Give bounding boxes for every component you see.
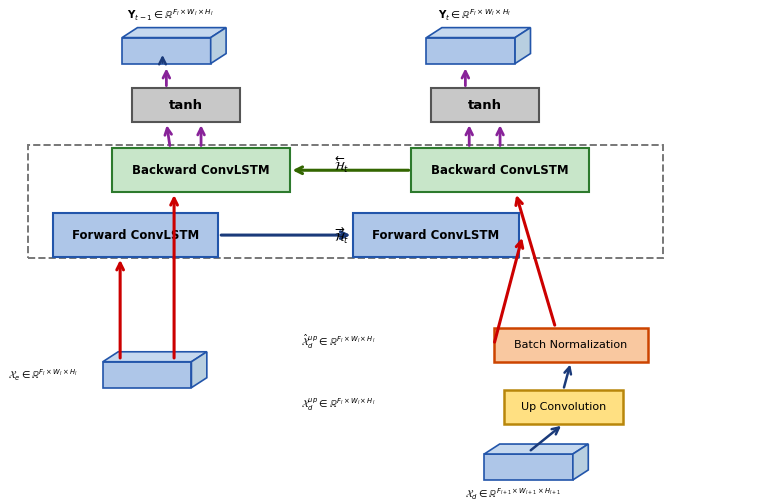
Polygon shape	[122, 38, 211, 64]
FancyBboxPatch shape	[132, 89, 239, 122]
Text: $\mathcal{X}_e \in \mathbb{R}^{F_l \times W_l \times H_l}$: $\mathcal{X}_e \in \mathbb{R}^{F_l \time…	[8, 367, 78, 383]
Text: $\overleftarrow{\mathcal{H}}_t$: $\overleftarrow{\mathcal{H}}_t$	[334, 154, 349, 174]
Text: Batch Normalization: Batch Normalization	[514, 340, 628, 350]
Polygon shape	[573, 444, 588, 480]
Text: Forward ConvLSTM: Forward ConvLSTM	[72, 229, 199, 241]
Text: $\mathcal{X}_d \in \mathbb{R}^{F_{l+1} \times W_{l+1} \times H_{l+1}}$: $\mathcal{X}_d \in \mathbb{R}^{F_{l+1} \…	[465, 486, 561, 502]
FancyBboxPatch shape	[494, 328, 648, 362]
FancyBboxPatch shape	[431, 89, 539, 122]
Polygon shape	[426, 28, 530, 38]
Polygon shape	[426, 38, 515, 64]
Text: Backward ConvLSTM: Backward ConvLSTM	[432, 164, 569, 177]
FancyBboxPatch shape	[503, 390, 623, 424]
FancyBboxPatch shape	[354, 213, 519, 257]
Text: Up Convolution: Up Convolution	[520, 402, 606, 412]
FancyBboxPatch shape	[411, 148, 589, 192]
Text: $\hat{\mathcal{X}}_d^{up} \in \mathbb{R}^{F_l \times W_l \times H_l}$: $\hat{\mathcal{X}}_d^{up} \in \mathbb{R}…	[301, 333, 376, 351]
Text: tanh: tanh	[168, 99, 202, 112]
Polygon shape	[122, 28, 226, 38]
Polygon shape	[484, 444, 588, 454]
Polygon shape	[103, 362, 191, 388]
FancyBboxPatch shape	[113, 148, 290, 192]
Polygon shape	[211, 28, 226, 64]
Text: Forward ConvLSTM: Forward ConvLSTM	[372, 229, 499, 241]
Text: $\overrightarrow{\mathcal{H}}_t$: $\overrightarrow{\mathcal{H}}_t$	[334, 226, 349, 246]
Polygon shape	[103, 352, 207, 362]
FancyBboxPatch shape	[52, 213, 218, 257]
Text: Backward ConvLSTM: Backward ConvLSTM	[132, 164, 270, 177]
Polygon shape	[484, 454, 573, 480]
Polygon shape	[515, 28, 530, 64]
Text: $\mathbf{Y}_{t} \in \mathbb{R}^{F_l \times W_l \times H_l}$: $\mathbf{Y}_{t} \in \mathbb{R}^{F_l \tim…	[438, 8, 511, 24]
Text: $\mathbf{Y}_{t-1} \in \mathbb{R}^{F_l \times W_l \times H_l}$: $\mathbf{Y}_{t-1} \in \mathbb{R}^{F_l \t…	[127, 8, 214, 24]
Text: $\mathcal{X}_d^{up} \in \mathbb{R}^{F_l \times W_l \times H_l}$: $\mathcal{X}_d^{up} \in \mathbb{R}^{F_l …	[301, 396, 376, 413]
Text: tanh: tanh	[468, 99, 502, 112]
Polygon shape	[191, 352, 207, 388]
